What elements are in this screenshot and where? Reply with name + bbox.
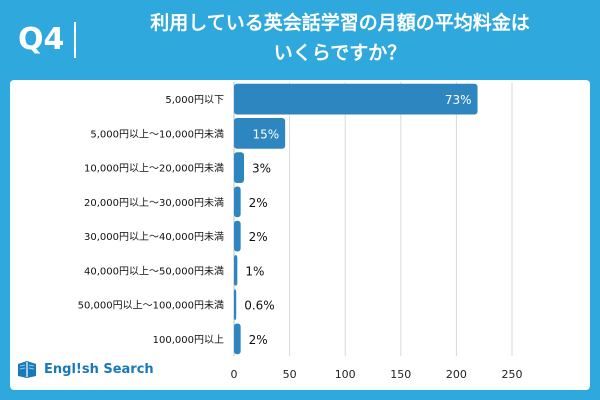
x-tick-label-1: 50 — [283, 368, 297, 381]
category-label-0: 5,000円以下 — [165, 95, 224, 106]
bar-4 — [234, 220, 241, 252]
chart-card — [10, 80, 590, 390]
data-label-3: 2% — [249, 196, 268, 210]
title-line-2: いくらですか？ — [273, 42, 407, 64]
x-tick-label-0: 0 — [231, 368, 238, 381]
data-label-5: 1% — [245, 264, 264, 278]
bar-5 — [234, 254, 238, 286]
data-label-6: 0.6% — [244, 299, 275, 313]
question-divider — [74, 22, 76, 58]
category-label-4: 30,000円以上～40,000円未満 — [84, 231, 224, 243]
bar-6 — [234, 289, 237, 321]
x-tick-label-2: 100 — [335, 368, 356, 381]
category-label-5: 40,000円以上～50,000円未満 — [84, 265, 224, 277]
bar-0 — [234, 83, 478, 115]
data-label-7: 2% — [249, 333, 268, 347]
header: Q4 利用している英会話学習の月額の平均料金は いくらですか？ — [0, 0, 600, 78]
data-label-4: 2% — [249, 230, 268, 244]
bar-1 — [234, 117, 286, 149]
category-label-3: 20,000円以上～30,000円未満 — [84, 197, 224, 209]
category-label-1: 5,000円以上～10,000円未満 — [90, 128, 224, 140]
bar-7 — [234, 323, 241, 355]
x-tick-label-5: 250 — [502, 368, 523, 381]
bar-2 — [234, 152, 245, 184]
data-label-2: 3% — [252, 162, 271, 176]
x-tick-label-4: 200 — [446, 368, 467, 381]
data-label-0: 73% — [445, 93, 472, 107]
chart-title: 利用している英会話学習の月額の平均料金は いくらですか？ — [90, 8, 590, 68]
category-label-6: 50,000円以上～100,000円未満 — [78, 300, 224, 312]
question-label: Q4 — [18, 22, 65, 57]
x-tick-label-3: 150 — [390, 368, 411, 381]
logo: Engl!sh Search — [16, 359, 154, 379]
bar-3 — [234, 186, 241, 218]
category-label-2: 10,000円以上～20,000円未満 — [84, 163, 224, 175]
category-label-7: 100,000円以上 — [153, 334, 224, 346]
logo-text: Engl!sh Search — [44, 361, 154, 377]
title-line-1: 利用している英会話学習の月額の平均料金は — [150, 12, 530, 34]
data-label-1: 15% — [252, 127, 279, 141]
book-icon — [18, 361, 36, 378]
